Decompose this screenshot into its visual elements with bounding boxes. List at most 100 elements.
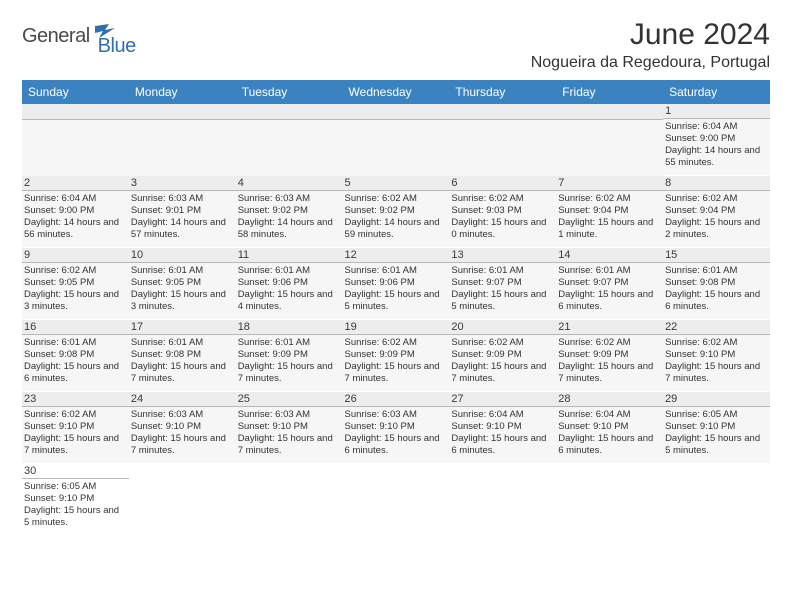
calendar-cell: 2Sunrise: 6:04 AMSunset: 9:00 PMDaylight… xyxy=(22,176,129,248)
calendar-cell xyxy=(22,104,129,176)
empty-daynum xyxy=(129,104,236,120)
sunrise-text: Sunrise: 6:03 AM xyxy=(238,409,341,421)
sunset-text: Sunset: 9:08 PM xyxy=(24,349,127,361)
empty-body xyxy=(556,120,663,176)
weekday-header: Tuesday xyxy=(236,80,343,104)
daylight-text: Daylight: 14 hours and 59 minutes. xyxy=(345,217,448,241)
day-details: Sunrise: 6:05 AMSunset: 9:10 PMDaylight:… xyxy=(663,407,770,463)
day-number: 18 xyxy=(236,320,343,335)
calendar-cell: 16Sunrise: 6:01 AMSunset: 9:08 PMDayligh… xyxy=(22,320,129,392)
calendar-cell: 25Sunrise: 6:03 AMSunset: 9:10 PMDayligh… xyxy=(236,392,343,464)
calendar-body: 1 Sunrise: 6:04 AM Sunset: 9:00 PM Daylight… xyxy=(22,104,770,536)
daylight-text: Daylight: 15 hours and 7 minutes. xyxy=(345,361,448,385)
day-details: Sunrise: 6:01 AMSunset: 9:08 PMDaylight:… xyxy=(663,263,770,319)
calendar-cell: 4Sunrise: 6:03 AMSunset: 9:02 PMDaylight… xyxy=(236,176,343,248)
sunset-text: Sunset: 9:10 PM xyxy=(665,421,768,433)
sunrise-text: Sunrise: 6:01 AM xyxy=(131,265,234,277)
day-number: 28 xyxy=(556,392,663,407)
daylight-text: Daylight: 15 hours and 5 minutes. xyxy=(24,505,127,529)
calendar-cell xyxy=(129,464,236,536)
calendar-cell: 17Sunrise: 6:01 AMSunset: 9:08 PMDayligh… xyxy=(129,320,236,392)
daylight-text: Daylight: 15 hours and 7 minutes. xyxy=(238,433,341,457)
sunrise-text: Sunrise: 6:05 AM xyxy=(665,409,768,421)
sunrise-text: Sunrise: 6:04 AM xyxy=(558,409,661,421)
day-details: Sunrise: 6:03 AMSunset: 9:10 PMDaylight:… xyxy=(129,407,236,463)
sunset-text: Sunset: 9:10 PM xyxy=(451,421,554,433)
calendar-cell: 15Sunrise: 6:01 AMSunset: 9:08 PMDayligh… xyxy=(663,248,770,320)
daylight-text: Daylight: 15 hours and 2 minutes. xyxy=(665,217,768,241)
empty-body xyxy=(343,120,450,176)
calendar-cell xyxy=(129,104,236,176)
sunrise-text: Sunrise: 6:02 AM xyxy=(665,337,768,349)
page-header: General Blue June 2024 Nogueira da Reged… xyxy=(22,18,770,72)
sunrise-text: Sunrise: 6:02 AM xyxy=(345,337,448,349)
sunrise-text: Sunrise: 6:01 AM xyxy=(558,265,661,277)
sunset-text: Sunset: 9:10 PM xyxy=(24,493,127,505)
daylight-text: Daylight: 15 hours and 4 minutes. xyxy=(238,289,341,313)
weekday-header: Thursday xyxy=(449,80,556,104)
title-block: June 2024 Nogueira da Regedoura, Portuga… xyxy=(531,18,770,72)
day-number: 15 xyxy=(663,248,770,263)
day-number: 10 xyxy=(129,248,236,263)
empty-body xyxy=(22,120,129,176)
day-number: 16 xyxy=(22,320,129,335)
calendar-cell xyxy=(343,104,450,176)
calendar-cell: 5Sunrise: 6:02 AMSunset: 9:02 PMDaylight… xyxy=(343,176,450,248)
sunset-text: Sunset: 9:10 PM xyxy=(131,421,234,433)
calendar-cell: 3Sunrise: 6:03 AMSunset: 9:01 PMDaylight… xyxy=(129,176,236,248)
day-number: 9 xyxy=(22,248,129,263)
sunrise-text: Sunrise: 6:03 AM xyxy=(345,409,448,421)
day-details: Sunrise: 6:02 AMSunset: 9:05 PMDaylight:… xyxy=(22,263,129,319)
day-details: Sunrise: 6:01 AMSunset: 9:07 PMDaylight:… xyxy=(449,263,556,319)
calendar-cell: 22Sunrise: 6:02 AMSunset: 9:10 PMDayligh… xyxy=(663,320,770,392)
calendar-cell: 27Sunrise: 6:04 AMSunset: 9:10 PMDayligh… xyxy=(449,392,556,464)
sunset-text: Sunset: 9:10 PM xyxy=(238,421,341,433)
calendar-cell: 29Sunrise: 6:05 AMSunset: 9:10 PMDayligh… xyxy=(663,392,770,464)
day-details: Sunrise: 6:02 AMSunset: 9:10 PMDaylight:… xyxy=(663,335,770,391)
calendar-cell: 30Sunrise: 6:05 AMSunset: 9:10 PMDayligh… xyxy=(22,464,129,536)
sunset-text: Sunset: 9:03 PM xyxy=(451,205,554,217)
calendar-cell: 14Sunrise: 6:01 AMSunset: 9:07 PMDayligh… xyxy=(556,248,663,320)
calendar-cell xyxy=(236,104,343,176)
sunset-text: Sunset: 9:10 PM xyxy=(558,421,661,433)
calendar-cell: 18Sunrise: 6:01 AMSunset: 9:09 PMDayligh… xyxy=(236,320,343,392)
daylight-text: Daylight: 15 hours and 3 minutes. xyxy=(24,289,127,313)
calendar-cell: 8Sunrise: 6:02 AMSunset: 9:04 PMDaylight… xyxy=(663,176,770,248)
day-number: 29 xyxy=(663,392,770,407)
sunset-text: Sunset: 9:04 PM xyxy=(558,205,661,217)
sunset-text: Sunset: 9:09 PM xyxy=(345,349,448,361)
day-number: 7 xyxy=(556,176,663,191)
calendar-cell: 1Sunrise: 6:04 AMSunset: 9:00 PMDaylight… xyxy=(663,104,770,176)
calendar-cell: 28Sunrise: 6:04 AMSunset: 9:10 PMDayligh… xyxy=(556,392,663,464)
day-details: Sunrise: 6:02 AMSunset: 9:03 PMDaylight:… xyxy=(449,191,556,247)
day-number: 12 xyxy=(343,248,450,263)
sunset-text: Sunset: 9:10 PM xyxy=(24,421,127,433)
sunset-text: Sunset: 9:02 PM xyxy=(238,205,341,217)
day-number: 1 xyxy=(663,104,770,119)
sunset-text: Sunset: 9:10 PM xyxy=(345,421,448,433)
day-details: Sunrise: 6:03 AMSunset: 9:01 PMDaylight:… xyxy=(129,191,236,247)
sunset-text: Sunset: 9:00 PM xyxy=(24,205,127,217)
day-details: Sunrise: 6:01 AMSunset: 9:09 PMDaylight:… xyxy=(236,335,343,391)
weekday-header: Friday xyxy=(556,80,663,104)
day-number: 22 xyxy=(663,320,770,335)
daylight-text: Daylight: 15 hours and 7 minutes. xyxy=(24,433,127,457)
daylight-text: Daylight: 14 hours and 55 minutes. xyxy=(665,145,768,169)
day-details: Sunrise: 6:02 AMSunset: 9:09 PMDaylight:… xyxy=(449,335,556,391)
day-details: Sunrise: 6:01 AMSunset: 9:08 PMDaylight:… xyxy=(22,335,129,391)
day-number: 27 xyxy=(449,392,556,407)
location-subtitle: Nogueira da Regedoura, Portugal xyxy=(531,54,770,72)
day-number: 24 xyxy=(129,392,236,407)
sunrise-text: Sunrise: 6:01 AM xyxy=(345,265,448,277)
weekday-header: Sunday xyxy=(22,80,129,104)
sunrise-text: Sunrise: 6:02 AM xyxy=(451,337,554,349)
weekday-header: Wednesday xyxy=(343,80,450,104)
day-details: Sunrise: 6:04 AMSunset: 9:10 PMDaylight:… xyxy=(556,407,663,463)
daylight-text: Daylight: 15 hours and 7 minutes. xyxy=(131,433,234,457)
day-details: Sunrise: 6:01 AMSunset: 9:07 PMDaylight:… xyxy=(556,263,663,319)
day-number: 13 xyxy=(449,248,556,263)
calendar-cell xyxy=(449,464,556,536)
logo: General Blue xyxy=(22,24,156,49)
sunset-text: Sunset: 9:09 PM xyxy=(558,349,661,361)
sunrise-text: Sunrise: 6:05 AM xyxy=(24,481,127,493)
